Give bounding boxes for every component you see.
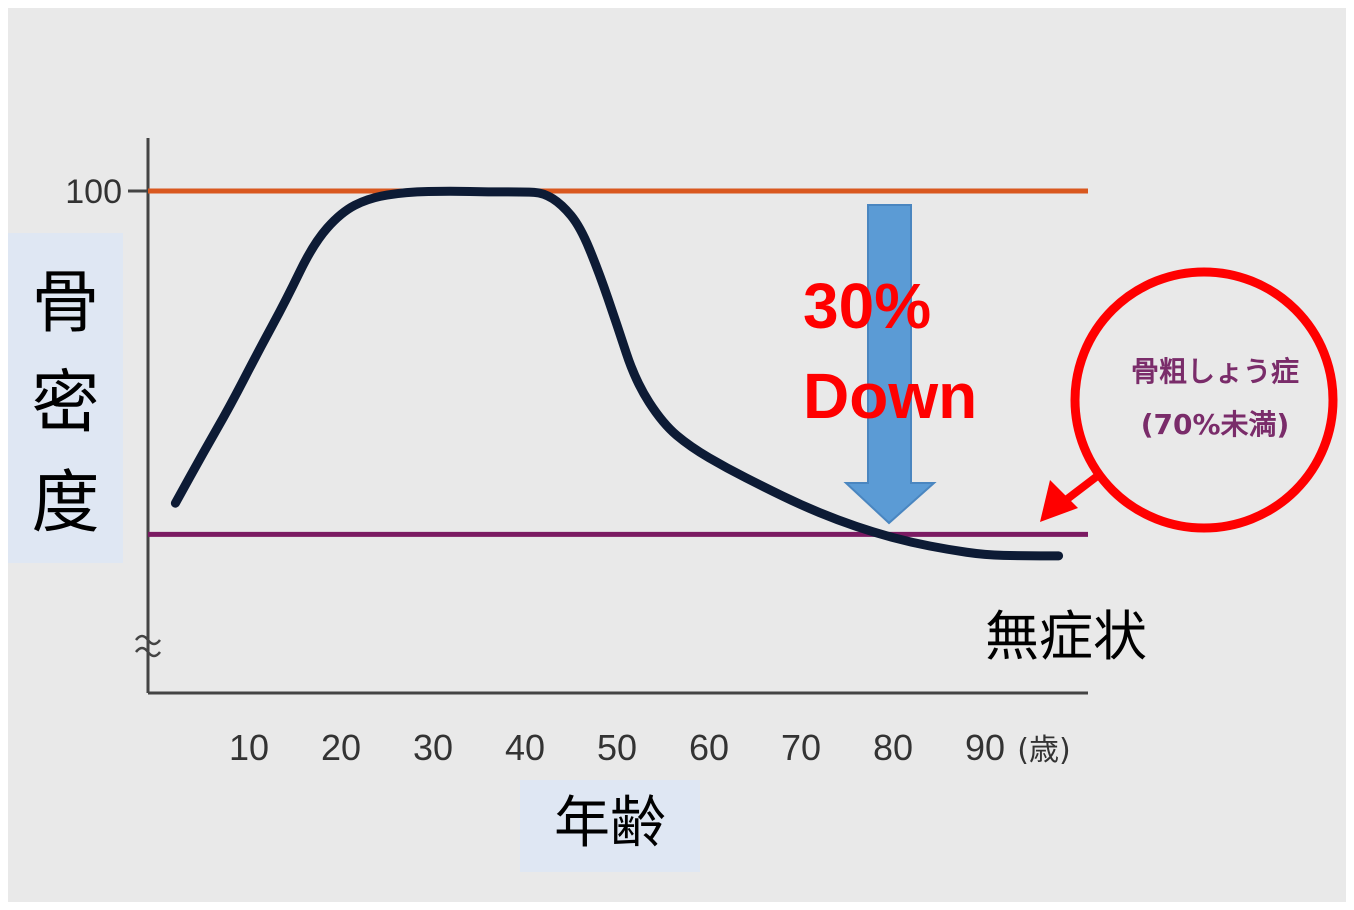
- osteoporosis-title: 骨粗しょう症: [1130, 355, 1299, 388]
- axis-break-mark: [135, 634, 161, 658]
- callout-circle: [1070, 267, 1338, 533]
- axis-ticks: 100 10 20 30 40 50 60 70 80 90 (歳): [65, 173, 1070, 768]
- x-tick-label-80: 80: [873, 727, 913, 768]
- callout-pointer-line: [1059, 470, 1103, 507]
- y-axis-label-char-3: 度: [31, 464, 100, 543]
- x-tick-label-70: 70: [781, 727, 821, 768]
- x-tick-label-50: 50: [597, 727, 637, 768]
- y-axis-label-char-2: 密: [31, 364, 100, 443]
- drop-down-label: Down: [803, 359, 978, 432]
- bone-density-curve-group: [170, 186, 1064, 561]
- reference-lines: [148, 188, 1088, 537]
- drop-percent-label: 30%: [803, 270, 932, 342]
- asymptomatic-label: 無症状: [985, 605, 1147, 668]
- osteoporosis-callout: [1040, 267, 1338, 533]
- x-tick-label-10: 10: [229, 727, 269, 768]
- osteoporosis-threshold: (70%未満): [1140, 408, 1290, 442]
- x-tick-label-20: 20: [321, 727, 361, 768]
- y-axis-label-char-1: 骨: [31, 264, 100, 343]
- osteoporosis-zone-label: 骨粗しょう症 (70%未満): [1080, 345, 1350, 451]
- y-axis-label-background: [8, 233, 123, 563]
- x-axis-unit-label: (歳): [1017, 733, 1070, 768]
- chart-axes: [135, 138, 1088, 695]
- x-tick-label-40: 40: [505, 727, 545, 768]
- x-tick-label-90: 90: [965, 727, 1005, 768]
- x-axis-label: 年齢: [554, 791, 666, 856]
- x-tick-label-30: 30: [413, 727, 453, 768]
- chart-panel: [8, 8, 1346, 902]
- drop-annotation: 30% Down: [803, 262, 977, 441]
- y-tick-label-100: 100: [65, 173, 122, 211]
- callout-pointer-arrowhead: [1040, 480, 1078, 522]
- x-tick-label-60: 60: [689, 727, 729, 768]
- x-axis-label-background: [520, 780, 700, 872]
- thirty-percent-down-arrow: [843, 204, 937, 525]
- bone-density-curve: [170, 186, 1064, 561]
- drop-arrow: [843, 204, 937, 525]
